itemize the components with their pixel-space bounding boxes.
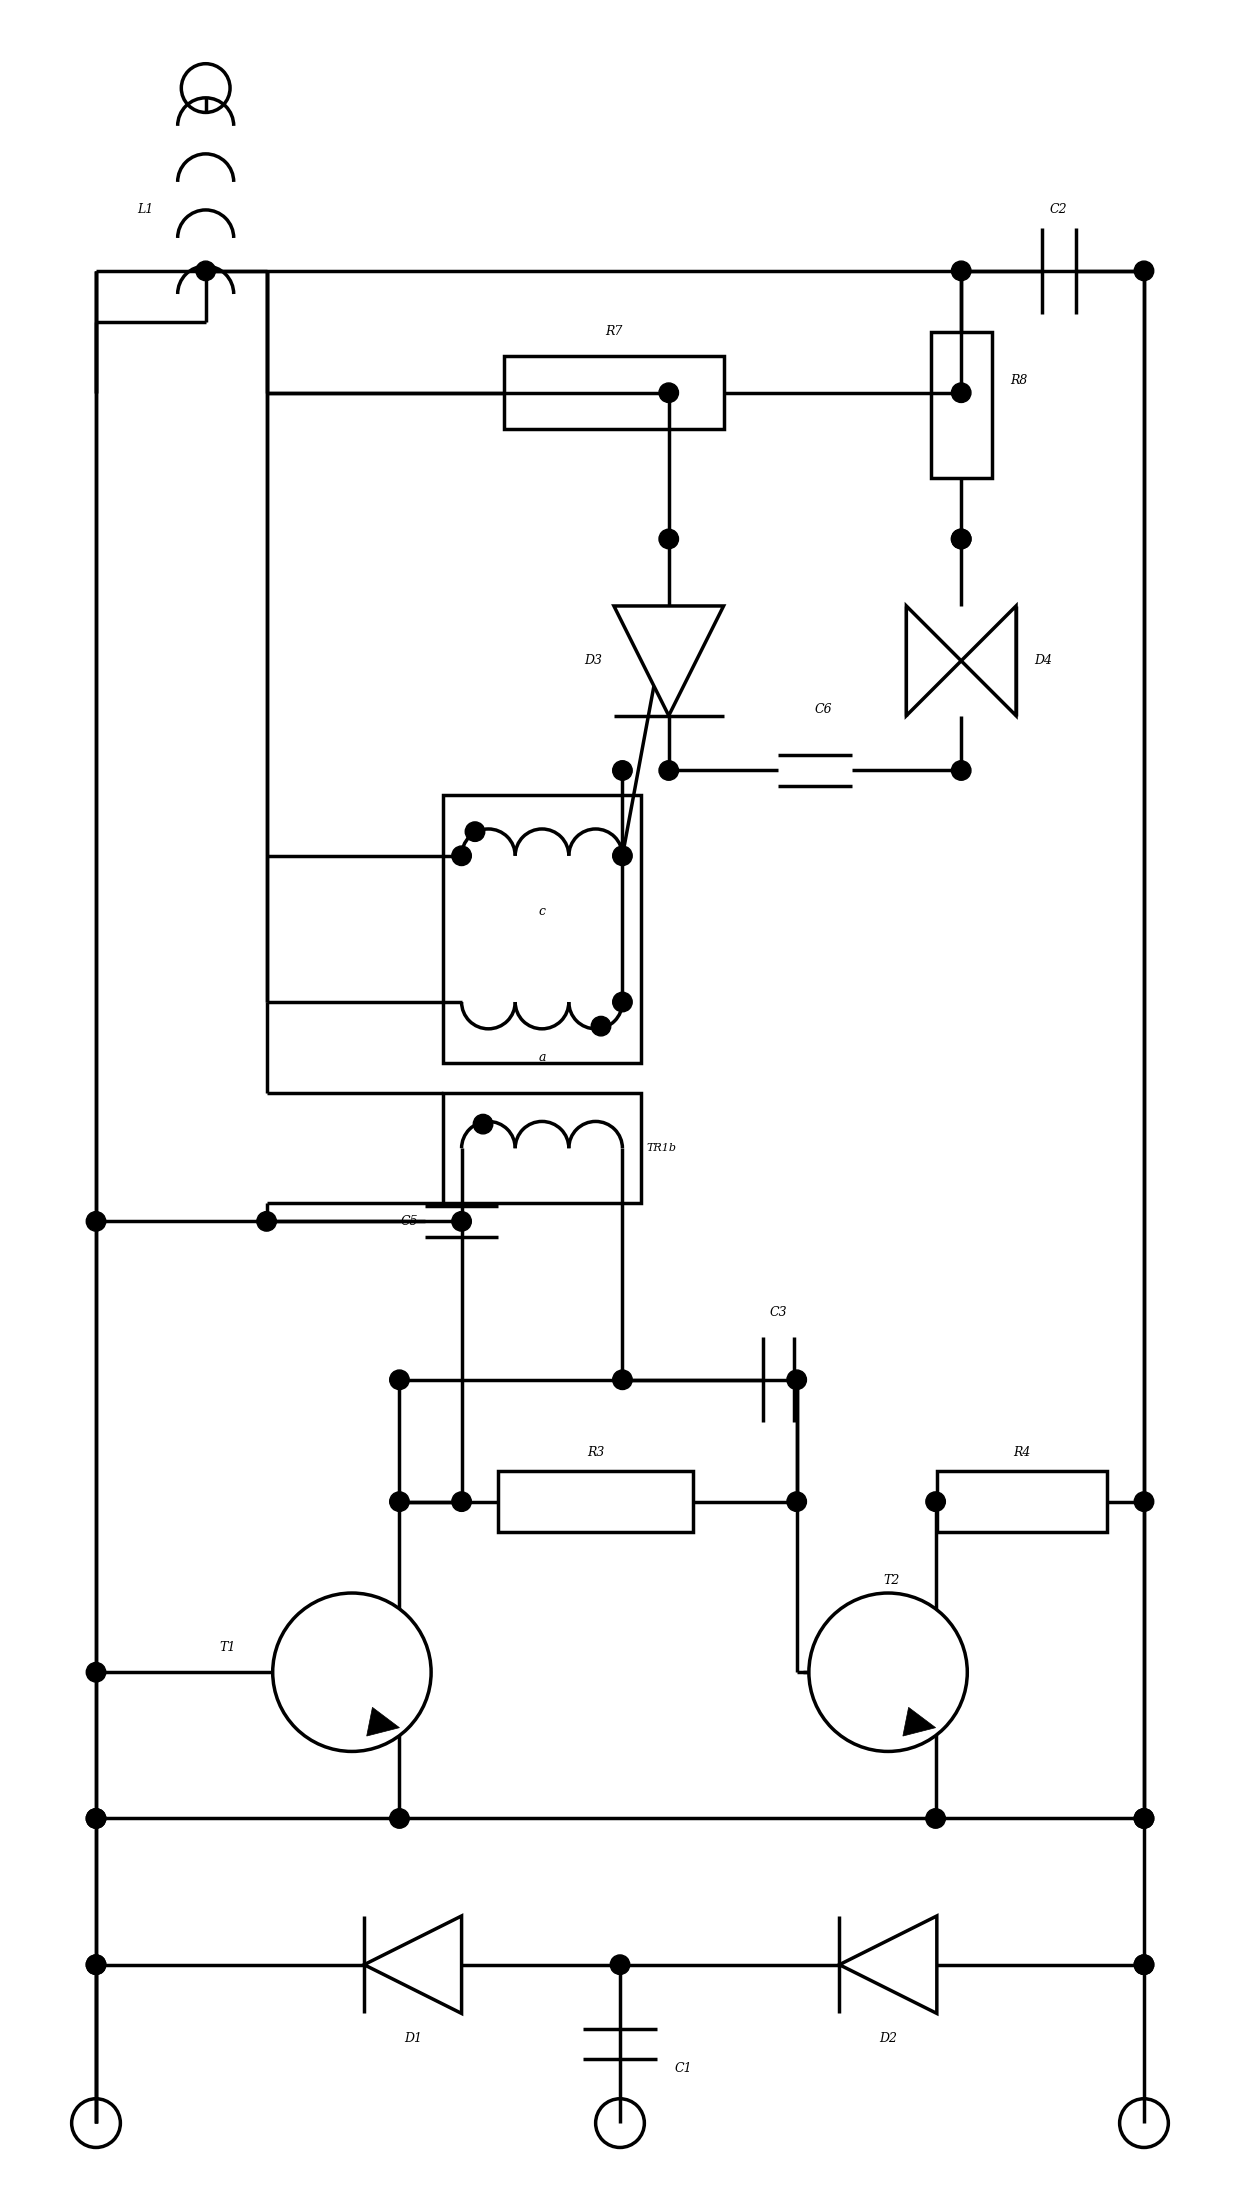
Bar — [505, 356, 724, 429]
Text: D3: D3 — [584, 655, 601, 666]
Circle shape — [808, 1592, 967, 1750]
Text: C3: C3 — [770, 1306, 787, 1319]
Polygon shape — [906, 607, 961, 715]
Circle shape — [451, 1491, 471, 1511]
Text: R7: R7 — [605, 325, 622, 339]
Circle shape — [613, 761, 632, 781]
Circle shape — [591, 1016, 611, 1036]
Circle shape — [1135, 1955, 1153, 1975]
Circle shape — [951, 530, 971, 550]
Text: C2: C2 — [1050, 202, 1068, 216]
Polygon shape — [367, 1706, 399, 1735]
Circle shape — [951, 761, 971, 781]
Circle shape — [87, 1955, 105, 1975]
Circle shape — [87, 1212, 105, 1231]
Circle shape — [465, 822, 485, 842]
Text: D4: D4 — [1034, 655, 1053, 666]
Circle shape — [787, 1491, 806, 1511]
Circle shape — [658, 761, 678, 781]
Circle shape — [257, 1212, 277, 1231]
Circle shape — [1135, 1810, 1153, 1827]
Circle shape — [787, 1370, 806, 1390]
Circle shape — [273, 1592, 432, 1750]
Circle shape — [951, 383, 971, 402]
Circle shape — [474, 1115, 492, 1135]
Bar — [444, 1093, 641, 1203]
Circle shape — [926, 1491, 945, 1511]
Circle shape — [87, 1810, 105, 1827]
Text: R8: R8 — [1009, 374, 1027, 387]
Circle shape — [87, 1810, 105, 1827]
Bar — [444, 794, 641, 1062]
Bar — [937, 1471, 1107, 1533]
Circle shape — [1135, 1491, 1153, 1511]
Circle shape — [610, 1955, 630, 1975]
Circle shape — [951, 530, 971, 550]
Polygon shape — [961, 607, 1016, 715]
Polygon shape — [903, 1706, 936, 1735]
Circle shape — [1135, 262, 1153, 281]
Circle shape — [658, 383, 678, 402]
Text: TR1b: TR1b — [647, 1143, 677, 1152]
Text: R4: R4 — [1013, 1447, 1030, 1458]
Bar — [498, 1471, 693, 1533]
Text: T2: T2 — [884, 1574, 900, 1588]
Circle shape — [451, 1212, 471, 1231]
Circle shape — [389, 1370, 409, 1390]
Text: T1: T1 — [219, 1640, 236, 1654]
Text: C1: C1 — [675, 2063, 692, 2076]
Circle shape — [389, 1491, 409, 1511]
Circle shape — [613, 992, 632, 1012]
Bar — [931, 332, 992, 477]
Circle shape — [658, 530, 678, 550]
Polygon shape — [365, 1915, 461, 2014]
Text: C6: C6 — [815, 704, 832, 717]
Circle shape — [87, 1955, 105, 1975]
Circle shape — [389, 1810, 409, 1827]
Text: C5: C5 — [401, 1214, 418, 1227]
Polygon shape — [614, 607, 724, 715]
Circle shape — [951, 262, 971, 281]
Text: c: c — [538, 904, 546, 917]
Circle shape — [87, 1662, 105, 1682]
Text: a: a — [538, 1051, 546, 1064]
Circle shape — [613, 1370, 632, 1390]
Circle shape — [926, 1810, 945, 1827]
Circle shape — [1135, 1955, 1153, 1975]
Circle shape — [1135, 1810, 1153, 1827]
Text: D1: D1 — [404, 2032, 422, 2045]
Polygon shape — [839, 1915, 937, 2014]
Text: R3: R3 — [587, 1447, 604, 1458]
Circle shape — [196, 262, 216, 281]
Circle shape — [451, 847, 471, 866]
Text: D2: D2 — [879, 2032, 897, 2045]
Circle shape — [613, 847, 632, 866]
Text: L1: L1 — [138, 205, 154, 216]
